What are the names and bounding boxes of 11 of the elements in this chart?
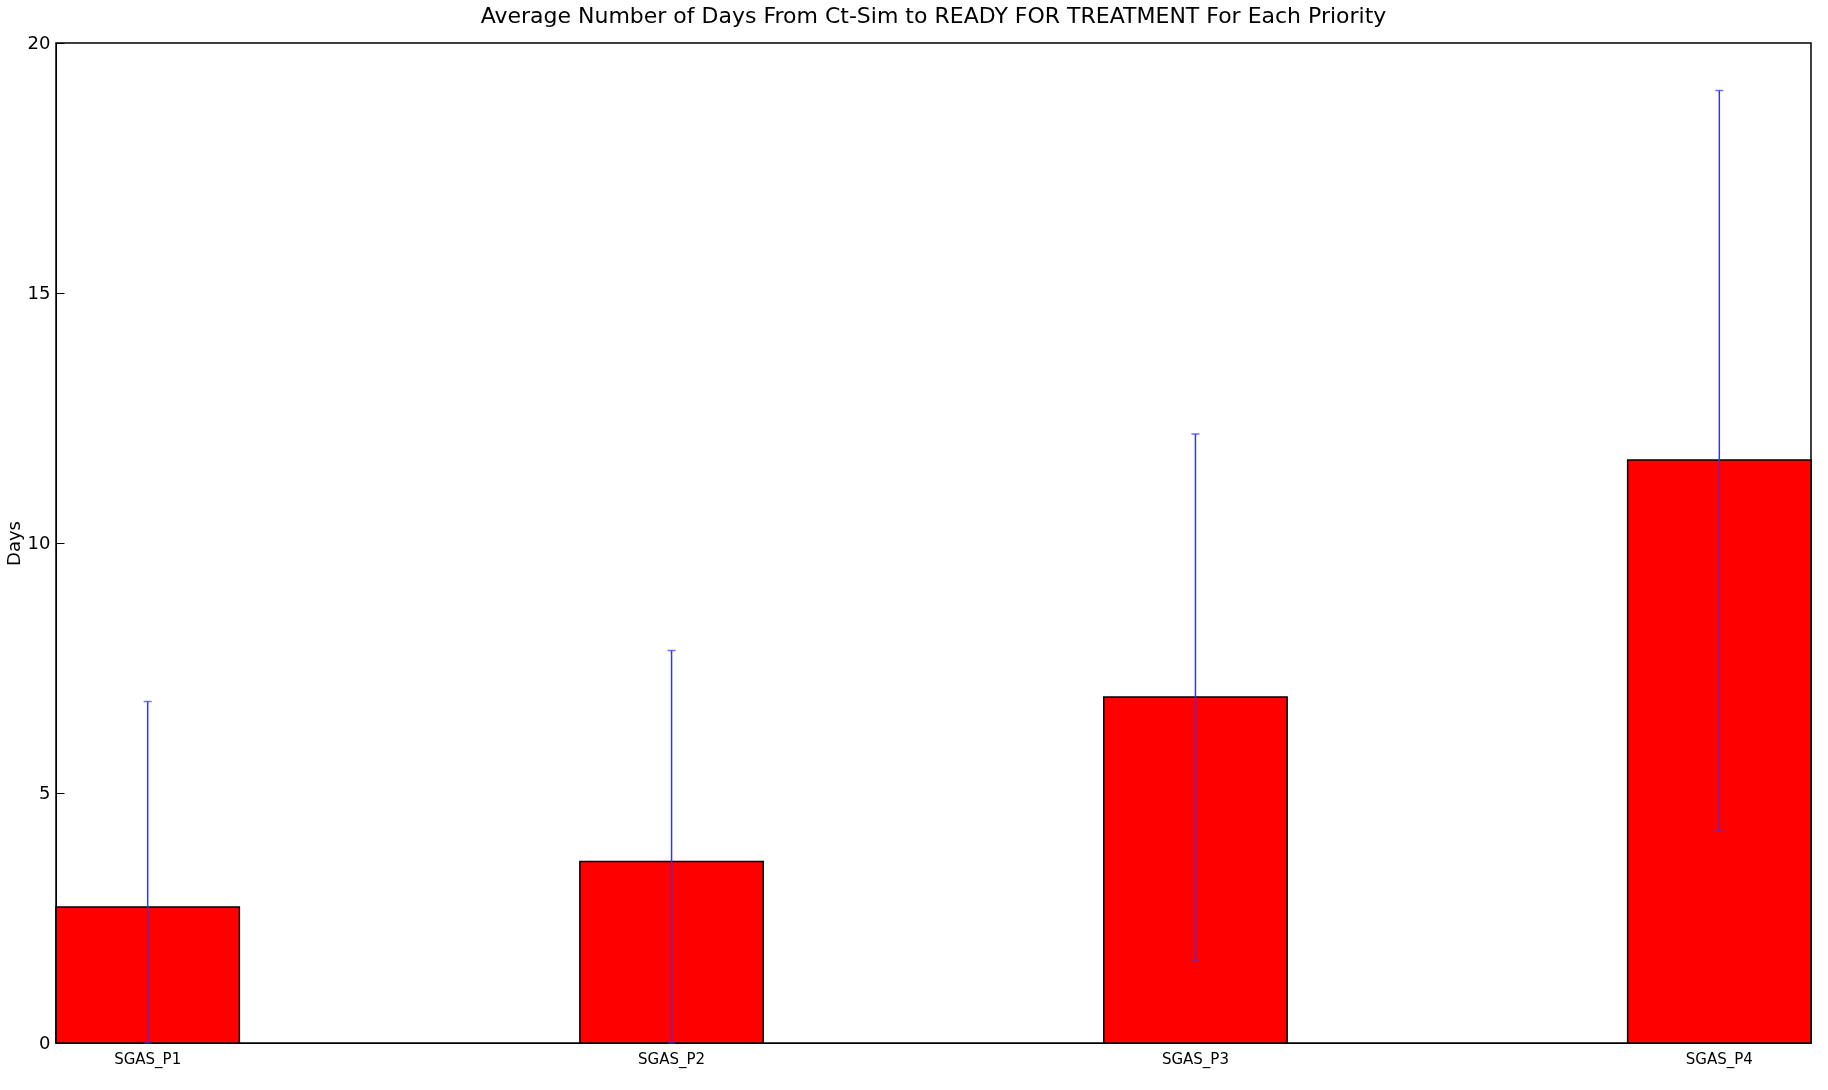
y-tick-label: 0 <box>39 1031 51 1053</box>
x-tick-label: SGAS_P4 <box>1685 1049 1753 1069</box>
chart-title: Average Number of Days From Ct-Sim to READY FOR TREATMENT For Each Priority <box>480 3 1387 28</box>
y-axis-title: Days <box>2 521 24 566</box>
x-tick-label: SGAS_P1 <box>114 1049 182 1069</box>
y-tick-label: 10 <box>27 531 51 553</box>
y-tick-label: 15 <box>27 281 51 303</box>
x-tick-label: SGAS_P2 <box>638 1049 706 1069</box>
x-tick-label: SGAS_P3 <box>1161 1049 1229 1069</box>
y-tick-label: 20 <box>27 31 51 53</box>
y-tick-label: 5 <box>39 781 51 803</box>
